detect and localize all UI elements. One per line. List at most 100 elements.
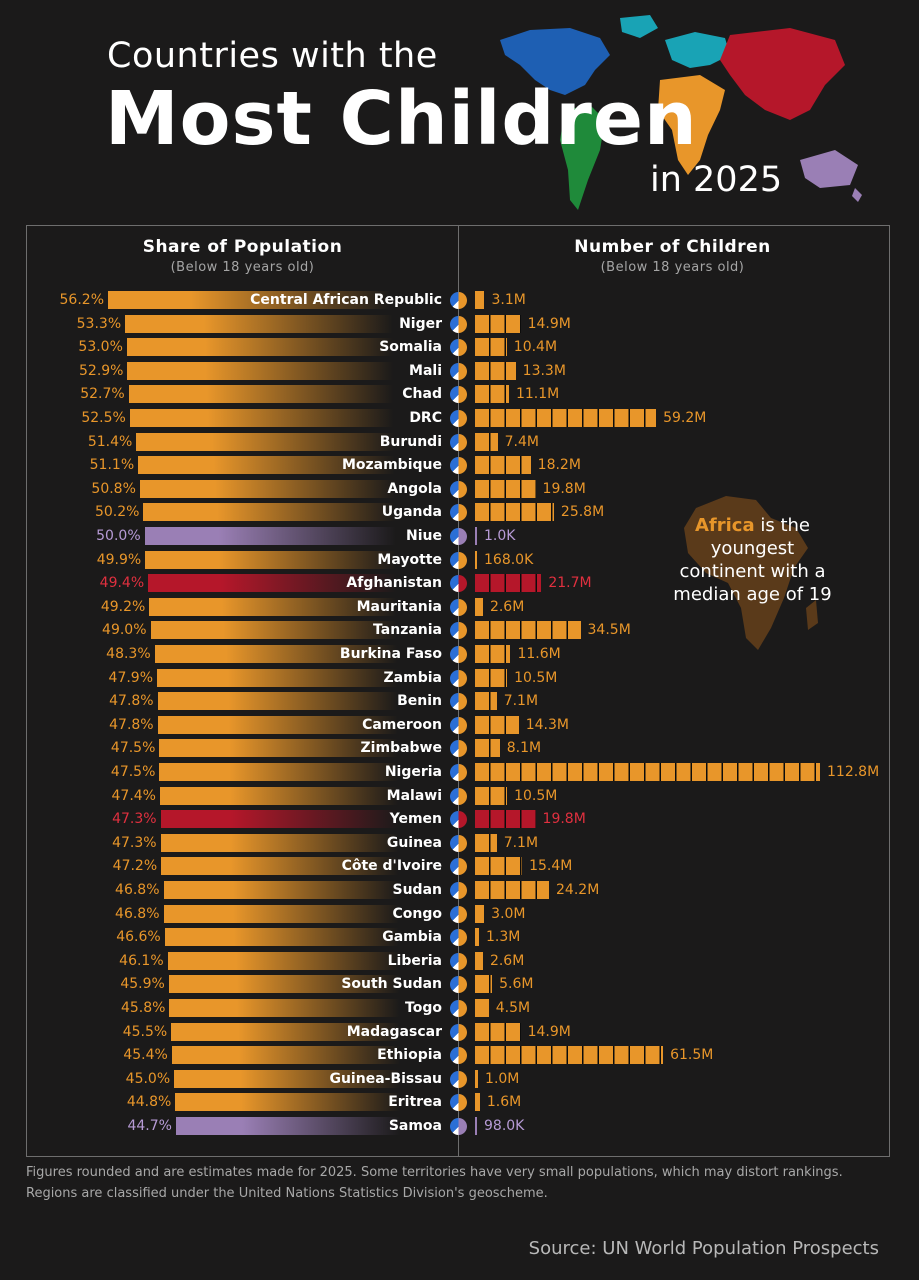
share-bar xyxy=(164,928,440,947)
share-bar xyxy=(157,692,440,711)
africa-shape xyxy=(658,75,725,175)
children-bar xyxy=(475,857,523,876)
share-label: 49.4% xyxy=(99,575,145,592)
share-bar xyxy=(136,432,440,451)
share-bar xyxy=(175,1117,440,1135)
share-bar xyxy=(160,810,440,829)
children-label: 10.4M xyxy=(513,339,558,356)
column-divider xyxy=(458,226,459,1156)
country-label: Nigeria xyxy=(384,764,442,780)
share-bar xyxy=(169,999,440,1017)
flag-south-sudan-icon xyxy=(450,976,467,994)
children-label: 7.1M xyxy=(503,693,539,710)
country-label: Gambia xyxy=(382,929,442,946)
children-bar xyxy=(475,621,581,640)
country-label: Côte d'Ivoire xyxy=(341,858,442,875)
country-label: DRC xyxy=(409,410,442,426)
children-label: 8.1M xyxy=(506,740,542,757)
flag-angola-icon xyxy=(450,480,467,498)
children-bar xyxy=(475,786,508,805)
share-bar xyxy=(157,715,440,734)
share-bar xyxy=(144,527,440,545)
country-label: Cameroon xyxy=(362,716,442,733)
share-label: 44.7% xyxy=(127,1118,172,1134)
children-bar xyxy=(475,739,500,758)
share-bar xyxy=(161,857,440,876)
country-label: Guinea-Bissau xyxy=(329,1070,442,1087)
children-bar xyxy=(475,833,497,852)
children-label: 1.6M xyxy=(486,1094,522,1111)
share-label: 47.8% xyxy=(109,716,154,733)
children-bar xyxy=(475,1022,521,1041)
children-bar xyxy=(475,432,498,451)
africa-silhouette xyxy=(684,496,818,650)
flag-gambia-icon xyxy=(450,929,467,947)
children-label: 19.8M xyxy=(542,811,586,828)
share-label: 47.2% xyxy=(112,858,158,875)
children-label: 14.9M xyxy=(527,1023,571,1040)
children-label: 3.1M xyxy=(491,292,526,308)
share-label: 49.9% xyxy=(96,551,142,568)
country-label: Guinea xyxy=(386,834,442,851)
flag-liberia-icon xyxy=(450,952,467,970)
share-label: 50.8% xyxy=(91,480,136,497)
world-map-illustration xyxy=(500,15,862,210)
share-bar xyxy=(175,1093,440,1112)
children-label: 19.8M xyxy=(542,480,586,497)
europe-shape xyxy=(665,32,730,68)
share-bar xyxy=(145,550,440,569)
children-bar xyxy=(475,1046,664,1065)
country-label: Zimbabwe xyxy=(360,740,442,757)
children-bar xyxy=(475,574,542,593)
share-label: 45.8% xyxy=(120,1000,166,1016)
share-bar xyxy=(168,975,440,994)
flag-zambia-icon xyxy=(450,669,467,687)
children-bar xyxy=(475,1069,479,1088)
children-bar xyxy=(475,361,516,380)
right-column-title: Number of Children xyxy=(574,237,771,257)
flag-congo-icon xyxy=(450,905,467,923)
africa-annotation: Africa is the youngest continent with a … xyxy=(670,514,835,606)
children-bar xyxy=(475,456,531,475)
title-line-1: Countries with the xyxy=(107,36,438,76)
share-bar xyxy=(125,314,440,333)
children-label: 168.0K xyxy=(484,551,534,568)
country-label: Yemen xyxy=(389,811,442,828)
share-bar xyxy=(157,668,440,687)
flag-drc-icon xyxy=(450,410,467,427)
country-label: Niger xyxy=(399,315,442,332)
share-bar xyxy=(154,645,440,663)
children-bar xyxy=(475,763,820,781)
flag-madagascar-icon xyxy=(450,1023,467,1041)
share-bar xyxy=(127,361,440,380)
share-label: 45.9% xyxy=(120,976,165,993)
children-label: 7.1M xyxy=(503,834,539,851)
africa-silhouette-path xyxy=(684,496,818,650)
country-label: Congo xyxy=(392,905,443,922)
country-label: Somalia xyxy=(379,339,442,356)
flag-samoa-icon xyxy=(450,1118,467,1135)
country-label: Angola xyxy=(387,480,442,497)
children-bar xyxy=(475,409,657,427)
children-label: 3.0M xyxy=(491,905,526,922)
share-label: 51.1% xyxy=(89,457,135,474)
share-label: 46.6% xyxy=(116,929,161,946)
children-bar xyxy=(475,668,508,687)
share-bar xyxy=(163,904,440,923)
share-label: 47.5% xyxy=(110,764,156,780)
share-label: 49.0% xyxy=(102,622,147,639)
children-bar xyxy=(475,715,519,734)
share-label: 50.0% xyxy=(96,528,141,544)
share-label: 52.5% xyxy=(81,410,126,426)
children-bar xyxy=(475,479,536,498)
children-label: 7.4M xyxy=(504,433,539,450)
children-bar xyxy=(475,999,489,1017)
share-label: 53.3% xyxy=(76,315,122,332)
children-label: 1.3M xyxy=(485,929,521,946)
country-label: Togo xyxy=(405,1000,442,1016)
flag-ethiopia-icon xyxy=(450,1047,467,1065)
children-label: 11.6M xyxy=(517,646,561,662)
country-label: Malawi xyxy=(386,787,442,804)
country-label: Central African Republic xyxy=(250,292,442,308)
